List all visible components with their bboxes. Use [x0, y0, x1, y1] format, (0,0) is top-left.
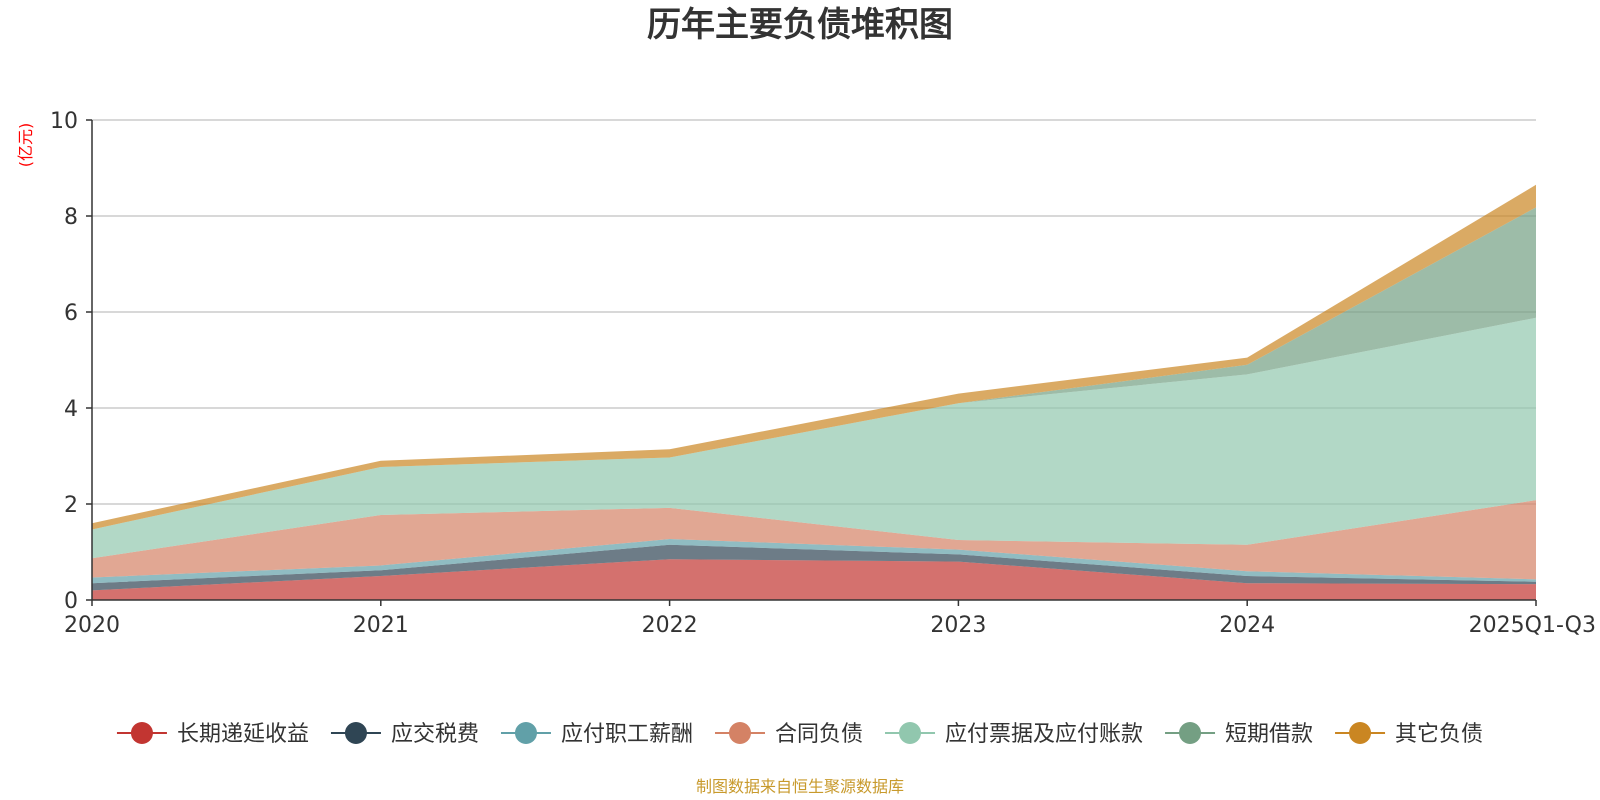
x-tick-label: 2022 [642, 613, 698, 638]
legend-item-notes-accounts-payable[interactable]: 应付票据及应付账款 [885, 722, 1143, 747]
legend-marker [728, 722, 751, 744]
y-tick-label: 4 [64, 397, 78, 422]
legend-label: 合同负债 [775, 722, 863, 747]
area-other-liabilities [92, 184, 1536, 530]
legend-marker [344, 722, 367, 744]
x-tick-label: 2025Q1-Q3 [1469, 613, 1596, 638]
legend-marker [1179, 722, 1202, 744]
legend: 长期递延收益 应交税费 应付职工薪酬 合同负债 应付票据及应付账款 短期借款 其它负债 [116, 722, 1483, 747]
area-short-term-borrowing [92, 207, 1536, 530]
y-tick-label: 10 [50, 109, 78, 134]
area-contract-liabilities [92, 500, 1536, 580]
legend-label: 应交税费 [391, 722, 479, 747]
legend-marker [130, 722, 153, 744]
legend-item-payroll-payable[interactable]: 应付职工薪酬 [500, 722, 693, 747]
x-tick-label: 2020 [64, 613, 120, 638]
area-tax-payable [92, 544, 1536, 591]
y-tick-label: 0 [64, 589, 78, 614]
legend-marker [514, 722, 537, 744]
y-tick-label: 2 [64, 493, 78, 518]
y-axis-unit-label: (亿元) [16, 123, 35, 168]
legend-item-contract-liabilities[interactable]: 合同负债 [714, 722, 863, 747]
y-tick-label: 8 [64, 205, 78, 230]
source-note: 制图数据来自恒生聚源数据库 [696, 777, 904, 796]
x-tick-label: 2024 [1219, 613, 1275, 638]
legend-label: 短期借款 [1225, 722, 1313, 747]
axes: 0 2 4 6 8 10 2020 2021 2022 2023 2024 2025Q1-Q3 [50, 109, 1596, 638]
legend-label: 应付职工薪酬 [561, 722, 693, 747]
stacked-areas [92, 184, 1536, 600]
legend-label: 应付票据及应付账款 [945, 722, 1143, 747]
x-tick-label: 2023 [930, 613, 986, 638]
y-tick-label: 6 [64, 301, 78, 326]
legend-item-long-term-deferred[interactable]: 长期递延收益 [116, 722, 309, 747]
legend-marker [1349, 722, 1372, 744]
chart-title: 历年主要负债堆积图 [647, 5, 953, 45]
area-notes-accounts-payable [92, 317, 1536, 559]
area-long-term-deferred [92, 559, 1536, 600]
legend-item-other-liabilities[interactable]: 其它负债 [1335, 722, 1483, 747]
legend-marker [899, 722, 922, 744]
legend-label: 长期递延收益 [177, 722, 309, 747]
legend-item-tax-payable[interactable]: 应交税费 [330, 722, 479, 747]
legend-item-short-term-borrowing[interactable]: 短期借款 [1165, 722, 1313, 747]
area-payroll-payable [92, 539, 1536, 584]
x-tick-label: 2021 [353, 613, 409, 638]
legend-label: 其它负债 [1395, 722, 1483, 747]
